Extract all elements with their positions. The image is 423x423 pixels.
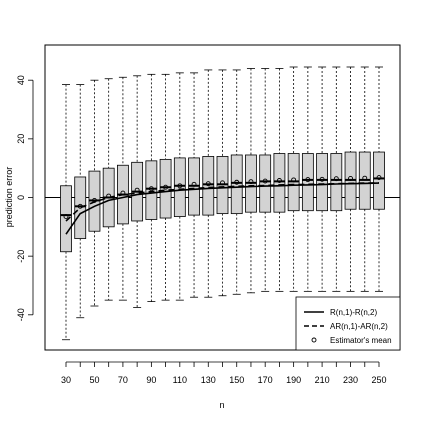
y-tick-label-40: 40	[16, 75, 26, 85]
box-n-60	[102, 78, 115, 301]
plot-area	[45, 66, 400, 341]
x-tick-label-170: 170	[258, 375, 273, 385]
box-body	[173, 157, 186, 217]
box-n-80	[131, 75, 144, 308]
mean-point-n-110	[177, 183, 183, 189]
y-tick-label--40: -40	[16, 308, 26, 321]
mean-point-n-80	[134, 187, 140, 193]
mean-point-n-150	[234, 179, 240, 185]
mean-point-n-90	[148, 186, 154, 192]
y-axis-label: prediction error	[4, 167, 14, 228]
legend-label: Estimator's mean	[330, 336, 392, 345]
box-body	[301, 153, 314, 212]
mean-point-n-50	[92, 197, 97, 203]
mean-point-n-250	[376, 175, 382, 181]
y-tick-label-0: 0	[16, 195, 26, 200]
box-body	[145, 160, 158, 220]
box-body	[316, 153, 328, 212]
box-n-70	[117, 76, 129, 301]
mean-point-n-120	[191, 181, 197, 187]
mean-point-n-30	[63, 214, 69, 220]
x-tick-label-90: 90	[146, 375, 156, 385]
x-tick-label-30: 30	[61, 375, 71, 385]
mean-point-n-140	[220, 180, 225, 186]
mean-point-n-60	[106, 193, 112, 199]
legend: R(n,1)-R(n,2) AR(n,1)-AR(n,2) Estimator's …	[295, 296, 401, 351]
box-n-200	[301, 66, 314, 292]
box-body	[330, 153, 343, 212]
mean-point-n-160	[248, 179, 254, 185]
x-axis-label: n	[219, 400, 224, 410]
legend-label: R(n,1)-R(n,2)	[330, 308, 377, 317]
box-n-50	[88, 79, 101, 307]
box-n-150	[230, 69, 243, 295]
box-n-30	[60, 84, 72, 341]
box-body	[259, 154, 272, 213]
box-body	[159, 158, 172, 219]
x-tick-label-250: 250	[371, 375, 386, 385]
mean-point-n-220	[333, 176, 339, 182]
axes: 30 50 70 90 110 130 150 170 190 210 230 250 -40 -20 0 2…	[16, 75, 387, 385]
box-n-250	[373, 66, 385, 292]
box-body	[74, 176, 87, 239]
box-n-170	[259, 68, 272, 292]
x-tick-label-70: 70	[118, 375, 128, 385]
series-line-r-difference	[65, 182, 380, 235]
x-tick-label-150: 150	[229, 375, 244, 385]
series-line-ar-difference	[65, 182, 380, 222]
box-n-140	[216, 69, 229, 297]
box-n-130	[202, 69, 215, 298]
x-tick-label-210: 210	[315, 375, 330, 385]
mean-point-n-40	[77, 203, 83, 209]
box-n-40	[74, 84, 87, 319]
box-n-190	[287, 66, 300, 292]
mean-point-n-190	[291, 177, 297, 183]
box-n-180	[273, 68, 286, 292]
x-tick-label-190: 190	[286, 375, 301, 385]
x-tick-label-130: 130	[201, 375, 216, 385]
mean-point-n-230	[348, 175, 353, 181]
box-n-100	[159, 73, 172, 301]
x-tick-label-230: 230	[343, 375, 358, 385]
y-tick-label-20: 20	[16, 134, 26, 144]
legend-label: AR(n,1)-AR(n,2)	[330, 322, 388, 331]
mean-point-n-240	[362, 175, 368, 181]
box-n-230	[344, 66, 357, 292]
legend-box	[295, 296, 401, 351]
mean-point-n-170	[262, 178, 268, 184]
x-tick-label-50: 50	[89, 375, 99, 385]
legend-symbol-mean	[311, 337, 317, 343]
box-n-220	[330, 66, 343, 292]
mean-point-n-130	[205, 181, 211, 187]
box-n-120	[188, 72, 200, 298]
box-n-90	[145, 73, 158, 303]
box-n-240	[358, 66, 371, 292]
y-tick-label--20: -20	[16, 250, 26, 263]
box-n-110	[173, 72, 186, 301]
mean-point-n-70	[120, 190, 126, 196]
mean-point-n-180	[276, 178, 282, 183]
box-body	[373, 151, 385, 210]
mean-point-n-100	[163, 184, 169, 190]
box-n-160	[245, 68, 257, 294]
box-n-210	[316, 66, 328, 292]
mean-point-n-200	[305, 177, 311, 183]
x-tick-label-110: 110	[173, 375, 187, 385]
mean-point-n-210	[319, 176, 325, 182]
